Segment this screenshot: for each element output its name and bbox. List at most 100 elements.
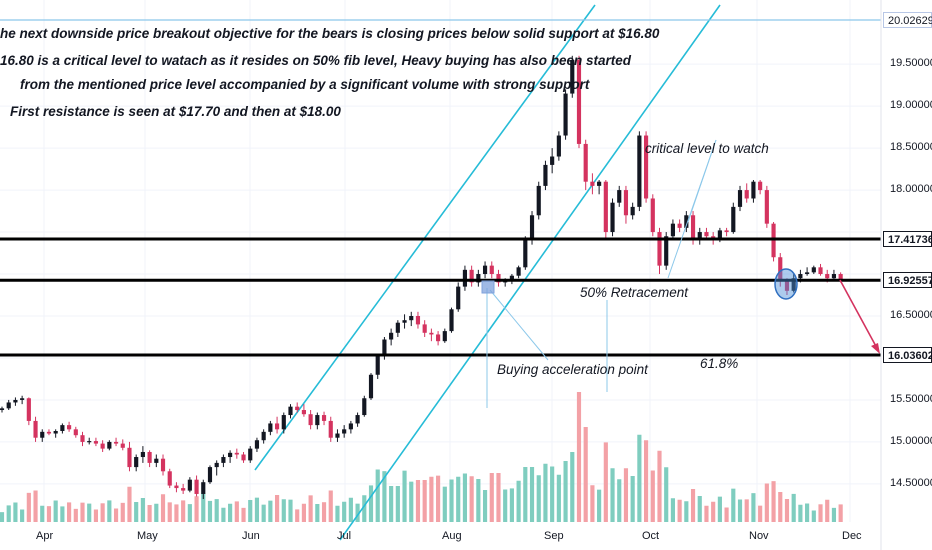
- candle-90: [603, 180, 608, 241]
- volume-bar-0: [0, 512, 5, 522]
- volume-bar-84: [563, 461, 568, 522]
- volume-bar-99: [664, 467, 669, 522]
- candle-9: [60, 423, 65, 434]
- volume-bar-103: [690, 489, 696, 522]
- candle-33: [221, 454, 226, 468]
- volume-bar-86: [576, 392, 582, 522]
- volume-bar-92: [617, 479, 622, 522]
- candle-101: [677, 219, 682, 233]
- candle-28: [187, 477, 192, 493]
- candle-4: [26, 397, 31, 426]
- volume-bar-94: [630, 476, 635, 522]
- candle-52: [348, 420, 353, 434]
- volume-bar-40: [268, 500, 273, 522]
- volume-bar-120: [805, 503, 810, 522]
- volume-bar-78: [523, 467, 528, 522]
- annotation-line-3: from the mentioned price level accompani…: [20, 77, 590, 92]
- candle-88: [590, 173, 595, 195]
- volume-bar-27: [181, 500, 186, 522]
- volume-bar-18: [120, 502, 125, 522]
- volume-bar-68: [456, 476, 461, 522]
- candle-73: [489, 261, 494, 279]
- downside-arrowhead: [871, 343, 880, 354]
- volume-bar-51: [342, 501, 347, 522]
- candle-26: [174, 482, 179, 493]
- volume-bar-58: [389, 486, 394, 522]
- volume-bar-44: [295, 509, 300, 522]
- candle-6: [40, 429, 45, 442]
- candle-0: [0, 406, 5, 413]
- volume-bar-76: [509, 488, 514, 522]
- candle-62: [415, 311, 421, 329]
- volume-bar-80: [536, 475, 541, 522]
- fib-50-label: 50% Retracement: [580, 285, 689, 300]
- volume-bar-125: [838, 504, 843, 522]
- volume-bar-121: [811, 510, 816, 522]
- candle-15: [100, 440, 105, 452]
- candle-1: [6, 399, 11, 411]
- volume-bar-1: [6, 505, 11, 522]
- month-tick-nov: Nov: [749, 530, 769, 542]
- volume-bar-112: [751, 493, 756, 522]
- volume-bar-54: [362, 495, 367, 522]
- candle-70: [469, 265, 474, 287]
- candle-80: [536, 181, 541, 220]
- candle-18: [120, 439, 125, 451]
- volume-bar-55: [368, 485, 374, 522]
- volume-bar-73: [489, 473, 494, 522]
- volume-bar-111: [744, 499, 749, 522]
- price-tick-2: 18.50000: [890, 141, 932, 154]
- candle-2: [13, 397, 18, 406]
- candle-12: [80, 431, 85, 447]
- volume-bar-37: [248, 500, 253, 522]
- volume-bar-14: [93, 509, 99, 522]
- candle-77: [516, 265, 521, 279]
- price-tick-3: 18.00000: [890, 183, 932, 196]
- candle-55: [368, 373, 374, 400]
- candle-11: [73, 426, 78, 438]
- candle-111: [744, 183, 749, 203]
- volume-bar-16: [107, 500, 112, 522]
- price-tick-7: 14.50000: [890, 476, 932, 489]
- candle-7: [46, 429, 52, 436]
- volume-bar-31: [207, 500, 213, 522]
- volume-bar-32: [214, 499, 219, 522]
- candle-31: [207, 465, 213, 484]
- candle-49: [328, 416, 333, 442]
- fib-618-label: 61.8%: [700, 356, 739, 371]
- buying-marker: [481, 280, 495, 294]
- candle-94: [630, 202, 635, 220]
- volume-bar-24: [160, 494, 166, 522]
- candle-38: [254, 437, 260, 452]
- price-label-2: 16.92557: [883, 272, 932, 289]
- volume-bar-6: [40, 505, 45, 522]
- volume-bar-106: [711, 501, 716, 522]
- candle-22: [147, 450, 152, 468]
- month-tick-apr: Apr: [36, 530, 54, 542]
- volume-bar-93: [623, 468, 629, 522]
- grid-lines: [0, 0, 881, 522]
- volume-bar-98: [657, 450, 662, 522]
- volume-bar-4: [26, 492, 31, 522]
- candle-10: [67, 421, 72, 432]
- candle-8: [53, 429, 58, 438]
- volume-bar-30: [201, 493, 206, 522]
- volume-bar-100: [670, 498, 675, 522]
- candle-30: [201, 479, 206, 499]
- candle-34: [228, 450, 233, 463]
- candle-3: [20, 395, 25, 405]
- month-tick-sep: Sep: [544, 530, 564, 542]
- volume-bar-97: [650, 470, 655, 522]
- volume-bar-38: [254, 497, 260, 522]
- price-tick-0: 19.50000: [890, 57, 932, 70]
- candle-66: [442, 328, 447, 343]
- candle-93: [623, 185, 629, 224]
- volume-bar-69: [462, 473, 468, 522]
- price-label-1: 17.41736: [883, 230, 932, 247]
- volume-bar-87: [583, 427, 588, 522]
- volume-bar-3: [20, 509, 25, 522]
- volume-bar-42: [281, 499, 286, 522]
- critical-callout-2: [687, 139, 717, 223]
- candle-61: [409, 311, 414, 327]
- volume-bar-63: [422, 480, 427, 522]
